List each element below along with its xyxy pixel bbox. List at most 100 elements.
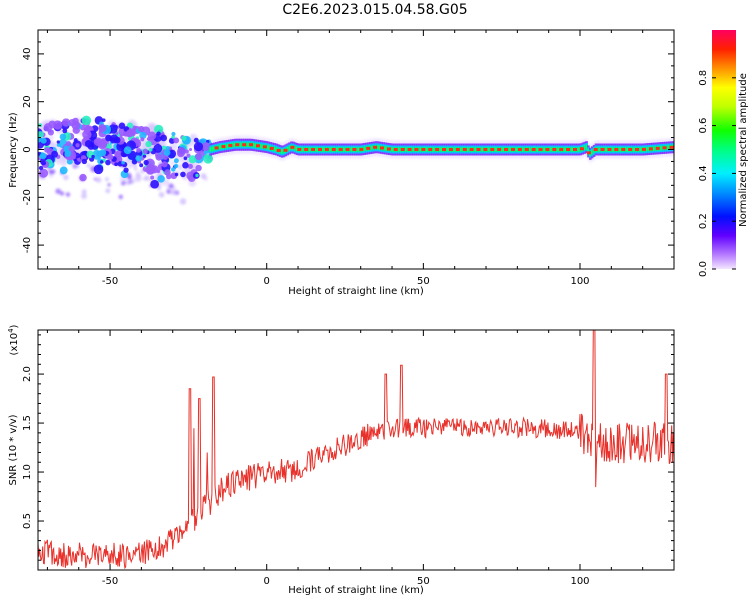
spectrogram-blob — [81, 115, 92, 126]
colorbar-label: Normalized spectral amplitude — [738, 73, 749, 227]
ridge-inner — [575, 147, 579, 152]
snr-xlabel: Height of straight line (km) — [288, 585, 424, 596]
ridge-inner — [472, 147, 476, 152]
spectrogram-tail — [129, 180, 134, 184]
ridge-inner — [487, 147, 491, 152]
spectrogram-blob — [165, 146, 170, 151]
ridge-inner — [466, 147, 470, 152]
ridge-inner — [376, 145, 380, 150]
ridge-peak — [338, 148, 343, 151]
spectrogram-blob — [68, 145, 76, 153]
ridge-inner — [583, 145, 586, 151]
ridge-peak — [407, 148, 412, 151]
ridge-inner — [280, 149, 284, 154]
ridge-inner — [523, 147, 526, 152]
spectrogram-ytick-label: -20 — [22, 189, 33, 205]
spectrogram-tail — [118, 194, 124, 200]
spectrogram-blob — [51, 150, 58, 158]
ridge-inner — [399, 147, 402, 152]
spectrogram-blob — [81, 158, 88, 165]
ridge-inner — [549, 147, 553, 152]
ridge-peak — [510, 148, 515, 151]
ridge-peak — [393, 148, 398, 151]
spectrogram-blob — [193, 137, 199, 143]
ridge-peak — [462, 148, 467, 151]
ridge-inner — [515, 147, 519, 152]
spectrogram-blob — [56, 143, 61, 147]
ridge-inner — [350, 147, 353, 152]
spectrogram-blob — [140, 137, 145, 142]
ridge-peak — [221, 145, 226, 149]
snr-ytick-label: 1.5 — [22, 415, 33, 431]
ridge-inner — [481, 147, 485, 152]
ridge-peak — [269, 146, 274, 150]
spectrogram-blob — [115, 150, 123, 158]
ridge-peak — [579, 147, 584, 151]
spectrogram-blob — [139, 163, 144, 168]
spectrogram-blob — [160, 134, 168, 142]
spectrogram-blob — [181, 135, 187, 141]
ridge-inner — [391, 147, 395, 152]
ridge-peak — [255, 144, 260, 148]
spectrogram-tail — [59, 191, 65, 196]
colorbar-tick-label: 0.2 — [698, 213, 709, 229]
ridge-inner — [528, 147, 532, 152]
spectrogram-blob — [131, 158, 138, 165]
ridge-peak — [566, 148, 571, 151]
ridge-peak — [380, 146, 385, 150]
ridge-inner — [239, 142, 242, 148]
spectrogram-blob — [187, 163, 193, 169]
ridge-inner — [260, 143, 263, 149]
snr-series-line — [38, 330, 674, 570]
ridge-peak — [628, 148, 633, 151]
ridge-inner — [493, 147, 496, 152]
ridge-inner — [433, 147, 436, 152]
spectrogram-blob — [65, 141, 72, 147]
ridge-inner — [384, 146, 387, 151]
ridge-inner — [245, 142, 248, 148]
ridge-inner — [557, 147, 560, 152]
spectrogram-blob — [114, 162, 118, 167]
spectrogram-xlabel: Height of straight line (km) — [288, 286, 424, 297]
ridge-inner — [370, 145, 374, 151]
spectrogram-ytick-label: -40 — [22, 237, 33, 253]
spectrogram-blob — [147, 131, 157, 140]
ridge-peak — [400, 148, 405, 151]
figure-title: C2E6.2023.015.04.58.G05 — [282, 2, 468, 18]
spectrogram-ytick-label: 40 — [22, 48, 33, 61]
ridge-peak — [669, 145, 674, 149]
spectrogram-blob — [189, 147, 193, 151]
ridge-inner — [666, 145, 669, 150]
ridge-peak — [648, 147, 653, 151]
spectrogram-blob — [154, 124, 164, 134]
ridge-peak — [614, 148, 619, 151]
spectrogram-blob — [99, 149, 107, 157]
spectrogram-tail — [86, 163, 91, 168]
ridge-inner — [495, 147, 498, 152]
spectrogram-tail — [168, 183, 174, 189]
ridge-inner — [218, 144, 222, 150]
spectrogram-blob — [136, 147, 142, 153]
ridge-peak — [366, 146, 371, 150]
ridge-inner — [555, 147, 558, 152]
ridge-peak — [635, 148, 640, 151]
ridge-inner — [461, 147, 464, 152]
ridge-inner — [308, 147, 312, 152]
ridge-inner — [417, 147, 421, 152]
snr-ytick-label: 1.0 — [22, 464, 33, 480]
ridge-inner — [534, 147, 538, 152]
spectrogram-blob — [164, 169, 171, 176]
spectrogram-blob — [188, 155, 197, 164]
spectrogram-marks — [38, 115, 674, 205]
spectrogram-blob — [180, 171, 186, 178]
spectrogram-core — [38, 115, 674, 189]
spectrogram-blob — [150, 179, 160, 189]
ridge-inner — [647, 146, 650, 152]
spectrogram-blob — [135, 155, 142, 162]
ridge-peak — [311, 148, 316, 151]
spectrogram-blob — [98, 124, 107, 133]
ridge-peak — [352, 148, 357, 151]
ridge-inner — [536, 147, 540, 152]
ridge-peak — [262, 145, 267, 149]
spectrogram-tail — [158, 191, 165, 198]
